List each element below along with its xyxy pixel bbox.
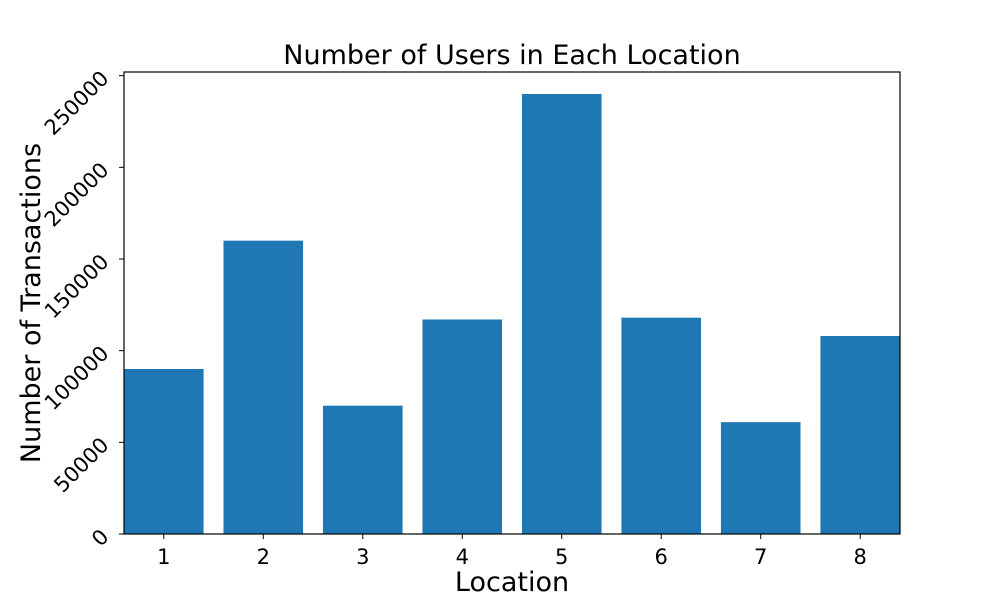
x-tick-label: 2: [257, 545, 270, 569]
bar-location-8: [820, 336, 900, 534]
bar-location-3: [322, 405, 403, 534]
x-axis-ticks: 1 2 3 4 5 6 7 8: [157, 534, 867, 569]
bar-location-5: [521, 94, 602, 534]
plot-frame: [123, 71, 901, 535]
bar-location-6: [621, 317, 702, 534]
chart-title: Number of Users in Each Location: [283, 40, 740, 71]
y-tick-label: 200000: [40, 158, 114, 232]
y-tick-label: 0: [87, 525, 113, 551]
y-tick-label: 250000: [40, 66, 114, 140]
y-tick-label: 100000: [40, 341, 114, 415]
y-tick-label: 150000: [40, 250, 114, 324]
bars-group: [124, 94, 900, 535]
bar-location-2: [223, 240, 304, 535]
x-tick-label: 5: [555, 545, 568, 569]
x-tick-label: 6: [655, 545, 668, 569]
x-tick-label: 3: [356, 545, 369, 569]
y-axis-ticks: 0 50000 100000 150000 200000 250000: [40, 66, 124, 551]
bar-location-4: [422, 319, 503, 534]
bar-location-1: [124, 369, 204, 534]
y-axis-label: Number of Transactions: [16, 143, 47, 463]
x-tick-label: 8: [854, 545, 867, 569]
bar-location-7: [720, 422, 801, 534]
x-tick-label: 4: [456, 545, 469, 569]
x-tick-label: 7: [754, 545, 767, 569]
x-tick-label: 1: [157, 545, 170, 569]
x-axis-label: Location: [455, 567, 569, 598]
y-tick-label: 50000: [49, 433, 113, 497]
